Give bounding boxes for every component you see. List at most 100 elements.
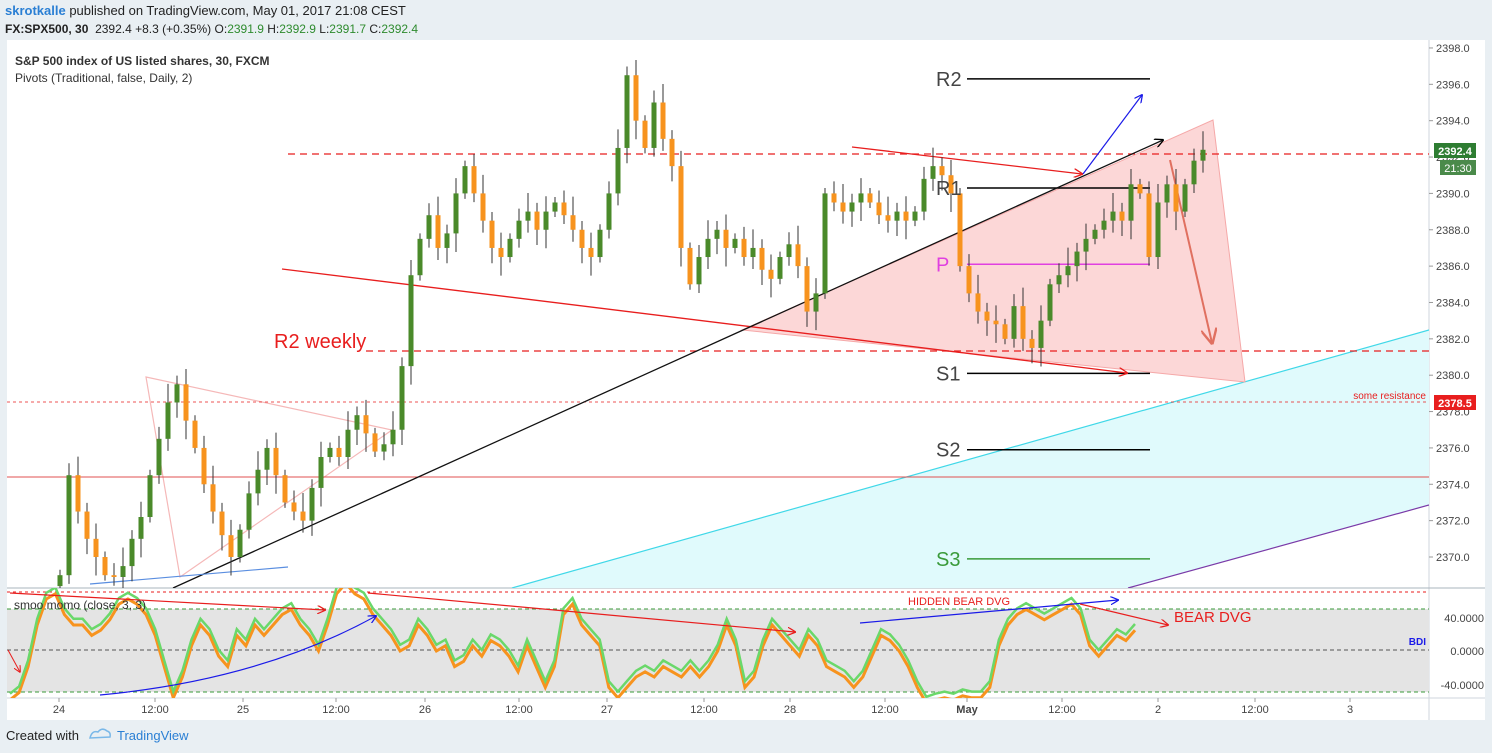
candle-body[interactable] — [147, 475, 153, 518]
candle-body[interactable] — [75, 475, 81, 512]
candle-body[interactable] — [435, 215, 441, 248]
candle-body[interactable] — [1101, 220, 1107, 230]
candle-body[interactable] — [723, 229, 729, 248]
candle-body[interactable] — [453, 193, 459, 234]
candle-body[interactable] — [282, 475, 288, 503]
candle-body[interactable] — [390, 429, 396, 445]
candle-body[interactable] — [696, 257, 702, 285]
candle-body[interactable] — [867, 193, 873, 203]
candle-body[interactable] — [255, 469, 261, 494]
candle-body[interactable] — [786, 244, 792, 258]
candle-body[interactable] — [219, 511, 225, 536]
candle-body[interactable] — [858, 193, 864, 203]
candle-body[interactable] — [426, 215, 432, 239]
candle-body[interactable] — [372, 433, 378, 452]
tradingview-brand-link[interactable]: TradingView — [117, 728, 189, 743]
candle-body[interactable] — [1038, 320, 1044, 348]
time-axis[interactable] — [7, 698, 1485, 720]
candle-body[interactable] — [768, 269, 774, 279]
candle-body[interactable] — [363, 415, 369, 434]
candle-body[interactable] — [624, 75, 630, 148]
candle-body[interactable] — [300, 511, 306, 521]
osc-left-arrow[interactable] — [7, 649, 20, 672]
candle-body[interactable] — [417, 238, 423, 276]
candle-body[interactable] — [642, 120, 648, 148]
candle-body[interactable] — [192, 420, 198, 448]
candle-body[interactable] — [1092, 229, 1098, 239]
candle-body[interactable] — [633, 75, 639, 121]
descending-trendline[interactable] — [281, 268, 1127, 373]
candle-body[interactable] — [921, 178, 927, 212]
candle-body[interactable] — [957, 193, 963, 267]
candle-body[interactable] — [165, 402, 171, 439]
candle-body[interactable] — [948, 175, 954, 194]
osc-red-line-2[interactable] — [367, 592, 795, 632]
candle-body[interactable] — [129, 538, 135, 567]
blue-up-arrow[interactable] — [1082, 95, 1142, 175]
osc-red-line-1[interactable] — [9, 592, 325, 610]
candle-body[interactable] — [597, 229, 603, 258]
candle-body[interactable] — [912, 211, 918, 221]
osc-blue-curve[interactable] — [99, 616, 376, 696]
candle-body[interactable] — [273, 447, 279, 476]
candle-body[interactable] — [588, 247, 594, 258]
candle-body[interactable] — [291, 502, 297, 512]
candle-body[interactable] — [57, 575, 63, 587]
candle-body[interactable] — [1200, 149, 1206, 161]
candle-body[interactable] — [1029, 338, 1035, 348]
candle-body[interactable] — [804, 266, 810, 312]
candle-body[interactable] — [1173, 184, 1179, 212]
candle-body[interactable] — [579, 229, 585, 248]
candle-body[interactable] — [246, 493, 252, 530]
candle-body[interactable] — [84, 511, 90, 539]
candle-body[interactable] — [201, 447, 207, 485]
candle-body[interactable] — [462, 166, 468, 194]
candle-body[interactable] — [903, 211, 909, 221]
candle-body[interactable] — [1128, 184, 1134, 221]
candle-body[interactable] — [156, 438, 162, 476]
candle-body[interactable] — [66, 475, 72, 576]
candle-body[interactable] — [687, 247, 693, 285]
candle-body[interactable] — [228, 535, 234, 557]
candle-body[interactable] — [1083, 238, 1089, 252]
candle-body[interactable] — [1110, 211, 1116, 221]
candle-body[interactable] — [1164, 184, 1170, 203]
candle-body[interactable] — [111, 575, 117, 577]
candle-body[interactable] — [813, 293, 819, 312]
candle-body[interactable] — [543, 211, 549, 230]
candle-body[interactable] — [264, 447, 270, 470]
candle-body[interactable] — [894, 211, 900, 221]
candle-body[interactable] — [516, 220, 522, 239]
price-axis[interactable] — [1429, 40, 1485, 698]
candle-body[interactable] — [1020, 306, 1026, 339]
candle-body[interactable] — [507, 238, 513, 258]
candle-body[interactable] — [534, 211, 540, 230]
candle-body[interactable] — [498, 247, 504, 258]
candle-body[interactable] — [1119, 211, 1125, 221]
channel-upper-line[interactable] — [511, 329, 1429, 588]
candle-body[interactable] — [552, 202, 558, 212]
candle-body[interactable] — [480, 193, 486, 221]
candle-body[interactable] — [525, 211, 531, 221]
candle-body[interactable] — [885, 215, 891, 221]
candle-body[interactable] — [1065, 266, 1071, 276]
candle-body[interactable] — [732, 238, 738, 248]
channel-lower-line[interactable] — [1127, 504, 1429, 588]
candle-body[interactable] — [102, 557, 108, 576]
candle-body[interactable] — [615, 147, 621, 194]
candle-body[interactable] — [849, 202, 855, 212]
candle-body[interactable] — [1146, 193, 1152, 258]
osc-bear-dvg-arrow[interactable] — [1079, 603, 1168, 625]
candle-body[interactable] — [777, 257, 783, 279]
candle-body[interactable] — [1002, 324, 1008, 339]
candle-body[interactable] — [678, 166, 684, 248]
ascending-trendline[interactable] — [172, 140, 1163, 588]
candle-body[interactable] — [444, 233, 450, 248]
candle-body[interactable] — [336, 447, 342, 458]
candle-body[interactable] — [471, 166, 477, 194]
author-link[interactable]: skrotkalle — [5, 3, 66, 18]
candle-body[interactable] — [1182, 184, 1188, 212]
candle-body[interactable] — [1074, 251, 1080, 267]
candle-body[interactable] — [660, 102, 666, 139]
candle-body[interactable] — [570, 215, 576, 230]
